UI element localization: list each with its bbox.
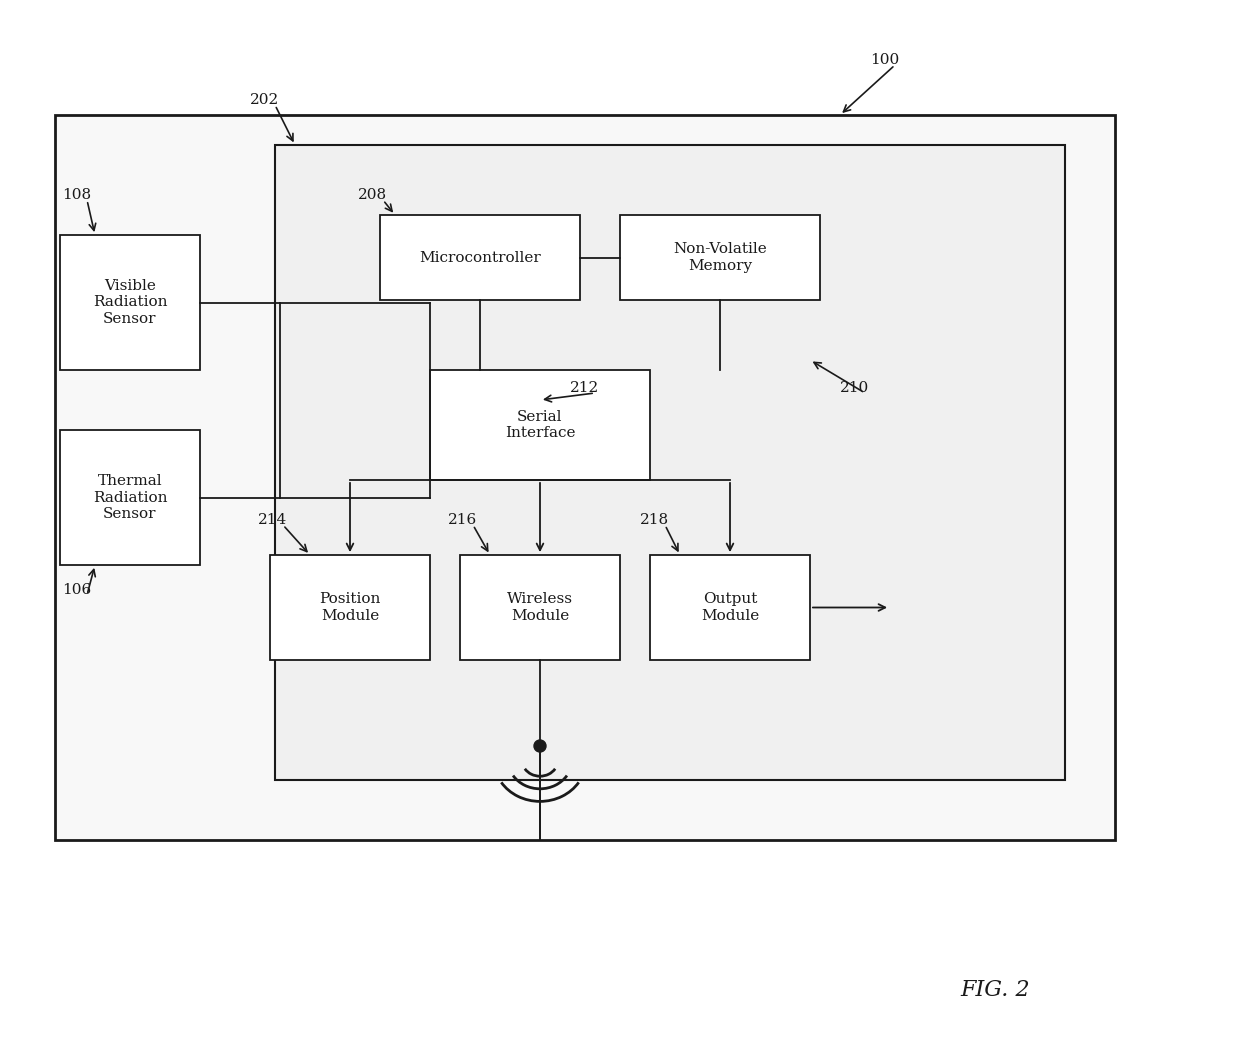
Text: Serial
Interface: Serial Interface <box>505 410 575 440</box>
Text: 218: 218 <box>640 513 670 527</box>
Bar <box>460 555 620 660</box>
Bar <box>275 145 1065 780</box>
Text: Non-Volatile
Memory: Non-Volatile Memory <box>673 242 766 272</box>
Text: 208: 208 <box>358 188 387 202</box>
Text: FIG. 2: FIG. 2 <box>960 979 1029 1002</box>
Text: 108: 108 <box>62 188 91 202</box>
Text: 100: 100 <box>870 53 899 67</box>
Text: 216: 216 <box>448 513 477 527</box>
Bar <box>55 115 1115 839</box>
Text: 214: 214 <box>258 513 288 527</box>
Bar <box>650 555 810 660</box>
Text: 212: 212 <box>570 381 599 394</box>
Text: Thermal
Radiation
Sensor: Thermal Radiation Sensor <box>93 474 167 521</box>
Text: 210: 210 <box>839 381 869 394</box>
Bar <box>379 215 580 300</box>
Bar <box>270 555 430 660</box>
Bar <box>430 370 650 480</box>
Bar <box>620 215 820 300</box>
Bar <box>60 235 200 370</box>
Text: Output
Module: Output Module <box>701 592 759 623</box>
Text: Position
Module: Position Module <box>320 592 381 623</box>
Text: Microcontroller: Microcontroller <box>419 250 541 264</box>
Text: 106: 106 <box>62 583 92 596</box>
Text: Wireless
Module: Wireless Module <box>507 592 573 623</box>
Bar <box>60 430 200 565</box>
Circle shape <box>534 740 546 752</box>
Text: 202: 202 <box>250 93 279 107</box>
Text: Visible
Radiation
Sensor: Visible Radiation Sensor <box>93 279 167 326</box>
